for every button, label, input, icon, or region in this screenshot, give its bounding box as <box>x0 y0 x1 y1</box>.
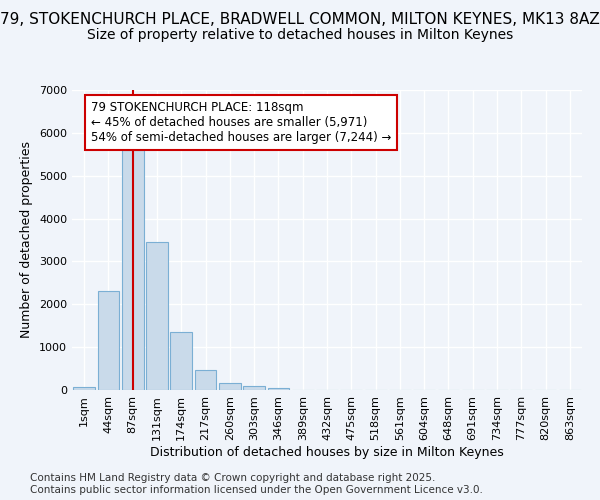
X-axis label: Distribution of detached houses by size in Milton Keynes: Distribution of detached houses by size … <box>150 446 504 458</box>
Bar <box>243 386 265 390</box>
Text: Size of property relative to detached houses in Milton Keynes: Size of property relative to detached ho… <box>87 28 513 42</box>
Bar <box>146 242 168 390</box>
Bar <box>122 150 143 390</box>
Bar <box>73 387 95 390</box>
Text: 79 STOKENCHURCH PLACE: 118sqm
← 45% of detached houses are smaller (5,971)
54% o: 79 STOKENCHURCH PLACE: 118sqm ← 45% of d… <box>91 100 391 144</box>
Bar <box>268 388 289 390</box>
Y-axis label: Number of detached properties: Number of detached properties <box>20 142 34 338</box>
Bar <box>219 382 241 390</box>
Text: 79, STOKENCHURCH PLACE, BRADWELL COMMON, MILTON KEYNES, MK13 8AZ: 79, STOKENCHURCH PLACE, BRADWELL COMMON,… <box>0 12 600 28</box>
Bar <box>97 292 119 390</box>
Bar <box>194 370 217 390</box>
Bar <box>170 332 192 390</box>
Text: Contains HM Land Registry data © Crown copyright and database right 2025.
Contai: Contains HM Land Registry data © Crown c… <box>30 474 483 495</box>
